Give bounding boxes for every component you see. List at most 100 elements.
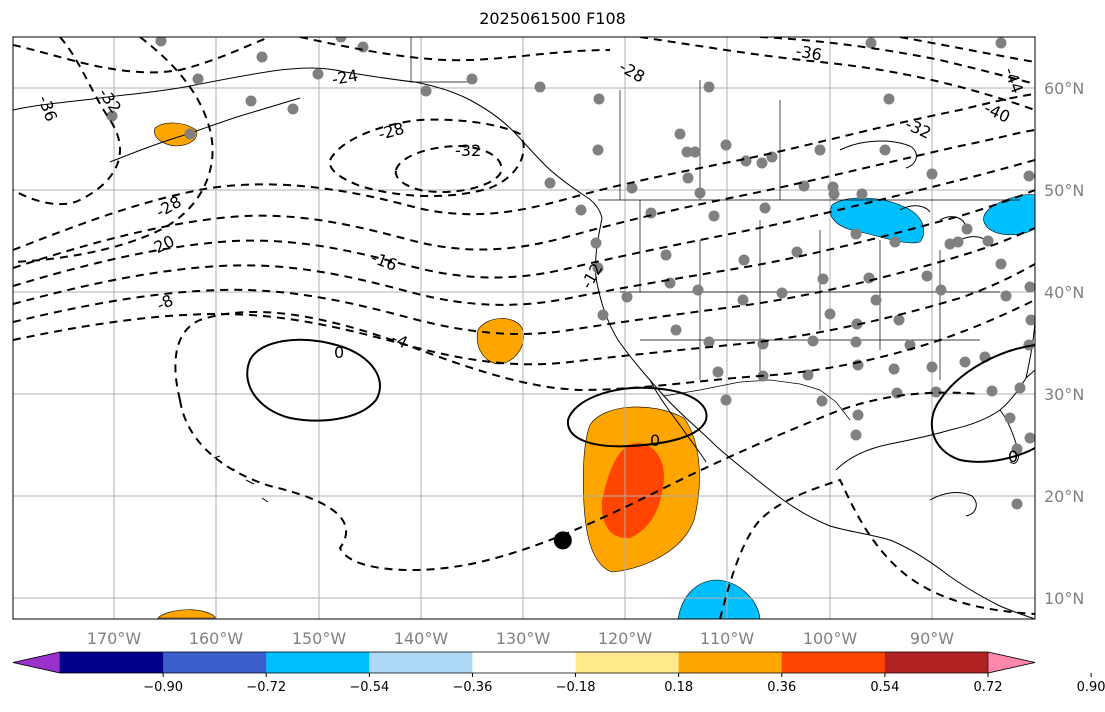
station-dot bbox=[420, 85, 432, 97]
station-dot bbox=[850, 228, 862, 240]
station-dot bbox=[791, 246, 803, 258]
contour-label: -24 bbox=[330, 66, 359, 89]
contour-line bbox=[719, 478, 1035, 619]
station-dot bbox=[1023, 170, 1035, 182]
station-dot bbox=[357, 41, 369, 53]
lon-tick-label: 170°W bbox=[87, 629, 142, 648]
station-dot bbox=[192, 73, 204, 85]
lon-tick-label: 110°W bbox=[700, 629, 755, 648]
station-dot bbox=[759, 202, 771, 214]
station-dot bbox=[738, 254, 750, 266]
colorbar-segment bbox=[266, 652, 370, 673]
strong-positive-anomaly-patch bbox=[601, 443, 664, 539]
station-dot bbox=[952, 236, 964, 248]
contour-label: 0 bbox=[1008, 447, 1018, 466]
shading-layer bbox=[154, 122, 1035, 619]
station-dot bbox=[926, 168, 938, 180]
station-dot bbox=[852, 359, 864, 371]
alaska-border bbox=[410, 37, 470, 83]
baja-california bbox=[649, 379, 707, 463]
station-dot bbox=[335, 37, 347, 43]
station-dot bbox=[935, 284, 947, 296]
colorbar-tick-label: −0.18 bbox=[556, 680, 596, 695]
colorbar-tick-label: −0.36 bbox=[453, 680, 493, 695]
gulf-coast bbox=[835, 369, 1035, 471]
lat-tick-label: 40°N bbox=[1044, 283, 1084, 302]
colorbar-segment bbox=[575, 652, 680, 673]
station-dot bbox=[995, 37, 1007, 49]
station-dot bbox=[184, 128, 196, 140]
station-dot bbox=[245, 95, 257, 107]
map-frame bbox=[12, 36, 1036, 620]
colorbar-tick-label: 0.54 bbox=[870, 680, 899, 695]
station-dot bbox=[1024, 432, 1035, 444]
station-dot bbox=[888, 363, 900, 375]
lon-tick-label: 90°W bbox=[910, 629, 954, 648]
longitude-ticks: 170°W 160°W 150°W 140°W 130°W 120°W 110°… bbox=[87, 629, 954, 648]
station-dot bbox=[1024, 281, 1035, 293]
contour-line bbox=[13, 37, 214, 263]
station-dot bbox=[870, 294, 882, 306]
station-dot bbox=[961, 223, 973, 235]
colorbar-segment bbox=[369, 652, 473, 673]
station-dot bbox=[621, 291, 633, 303]
station-dot bbox=[708, 210, 720, 222]
lat-tick-label: 20°N bbox=[1044, 487, 1084, 506]
colorbar-segment bbox=[60, 652, 164, 673]
lon-tick-label: 130°W bbox=[496, 629, 551, 648]
station-dot bbox=[737, 294, 749, 306]
lon-tick-label: 100°W bbox=[803, 629, 858, 648]
aleutian-chain bbox=[109, 97, 301, 163]
colorbar-tick-label: −0.54 bbox=[349, 680, 389, 695]
contour-line bbox=[13, 129, 1035, 269]
alaska-coast bbox=[13, 67, 603, 219]
contour-label: -8 bbox=[154, 291, 176, 315]
contour-label: -32 bbox=[455, 141, 481, 160]
station-dot bbox=[852, 409, 864, 421]
province-lines bbox=[619, 80, 781, 200]
station-dot bbox=[1004, 412, 1016, 424]
station-dot bbox=[682, 172, 694, 184]
station-dot bbox=[879, 144, 891, 156]
station-dot bbox=[921, 270, 933, 282]
station-dot bbox=[959, 356, 971, 368]
station-dot bbox=[1011, 498, 1023, 510]
station-dot bbox=[681, 146, 693, 158]
positive-anomaly-patch bbox=[476, 318, 524, 365]
station-dot bbox=[893, 314, 905, 326]
station-dot bbox=[824, 308, 836, 320]
station-dot bbox=[660, 249, 672, 261]
station-dot bbox=[856, 188, 868, 200]
station-dot bbox=[626, 182, 638, 194]
station-dot bbox=[828, 188, 840, 200]
station-dot bbox=[694, 187, 706, 199]
storm-center-marker bbox=[553, 531, 572, 550]
station-dot bbox=[575, 204, 587, 216]
lon-tick-label: 160°W bbox=[189, 629, 244, 648]
station-dot bbox=[466, 73, 478, 85]
negative-anomaly-patch bbox=[677, 579, 761, 619]
colorbar-extend-high bbox=[987, 651, 1036, 674]
contour-line bbox=[394, 144, 503, 193]
station-dot bbox=[703, 81, 715, 93]
contour-line bbox=[639, 37, 1035, 111]
contour-line bbox=[174, 299, 1035, 401]
contour-zero bbox=[246, 338, 381, 422]
station-dot bbox=[287, 103, 299, 115]
station-dot bbox=[865, 37, 877, 49]
station-dot bbox=[720, 394, 732, 406]
station-dot bbox=[592, 144, 604, 156]
us-mexico-border bbox=[663, 379, 851, 421]
colorbar-tick-label: 0.36 bbox=[767, 680, 796, 695]
station-dot bbox=[534, 81, 546, 93]
colorbar-segment bbox=[678, 652, 783, 673]
station-dot bbox=[597, 309, 609, 321]
station-dot bbox=[106, 110, 118, 122]
station-dot bbox=[592, 262, 604, 274]
contour-zero bbox=[930, 344, 1035, 463]
station-dot bbox=[312, 68, 324, 80]
colorbar-tick-label: 0.90 bbox=[1077, 680, 1105, 695]
colorbar-tick-label: 0.18 bbox=[664, 680, 693, 695]
station-dot bbox=[670, 324, 682, 336]
